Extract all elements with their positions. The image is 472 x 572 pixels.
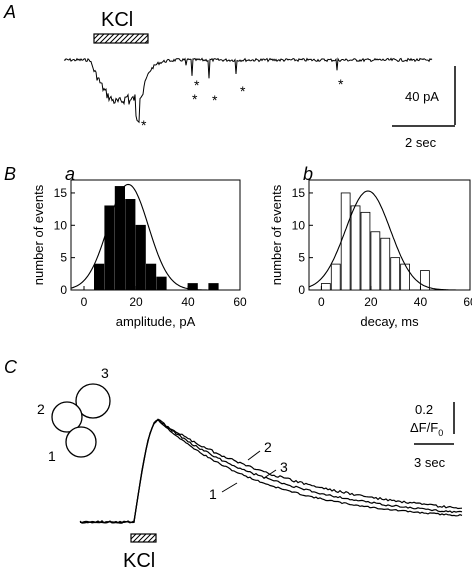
histogram-bar [350, 205, 361, 291]
event-marker-star: * [240, 83, 246, 99]
x-tick-label: 20 [129, 295, 143, 309]
kcl-hatched-bar-a [93, 33, 149, 44]
panel-b-sub-a: a [65, 164, 75, 184]
histogram-bar [380, 237, 391, 291]
y-tick-label: 15 [292, 186, 306, 200]
panel-c-label: C [4, 357, 18, 377]
scale-df-value: 0.2 [415, 402, 433, 417]
histogram-bar [340, 192, 351, 291]
histogram-bar [156, 276, 167, 291]
histogram-bar [104, 205, 115, 291]
y-tick-label: 5 [60, 251, 67, 265]
histogram-bar [330, 263, 341, 291]
y-tick-label: 0 [298, 283, 305, 297]
histogram-bar [135, 224, 146, 291]
histogram-amplitude: 0 20 40 60 0 5 10 15 amplitude, pA number of even… [31, 179, 247, 329]
trace-2-pointer [247, 450, 261, 461]
kcl-label-c: KCl [123, 550, 155, 572]
y-tick-label: 10 [292, 218, 306, 232]
histogram-bar [208, 283, 219, 291]
histogram-bar [360, 211, 371, 291]
x-tick-label: 40 [414, 295, 428, 309]
x-axis-label: amplitude, pA [116, 314, 196, 329]
event-marker-star: * [141, 117, 147, 133]
x-tick-label: 60 [463, 295, 472, 309]
x-tick-label: 40 [181, 295, 195, 309]
histogram-bar [125, 199, 136, 291]
x-tick-label: 0 [81, 295, 88, 309]
cell-3-outline [75, 383, 111, 419]
cell-1-outline [65, 426, 97, 458]
trace-label-1: 1 [209, 486, 217, 502]
trace-label-2: 2 [264, 439, 272, 455]
x-tick-label: 20 [364, 295, 378, 309]
trace-3-pointer [263, 469, 277, 479]
scale-bar-a [392, 66, 456, 127]
x-tick-label: 60 [233, 295, 247, 309]
histogram-bar [114, 186, 125, 291]
histogram-bar [400, 263, 410, 291]
gaussian-fit-line [308, 190, 470, 291]
histogram-bar [370, 231, 381, 291]
trace-1-pointer [221, 482, 238, 493]
cell-label-2: 2 [37, 401, 45, 417]
panel-a-label: A [3, 2, 16, 22]
cell-diagram [51, 383, 111, 458]
scale-df-unit: ΔF/F0 [410, 420, 443, 438]
x-tick-label: 0 [318, 295, 325, 309]
y-axis-label: number of events [31, 184, 46, 285]
kcl-hatched-bar-c [130, 533, 157, 543]
fluorescence-trace-3 [79, 418, 463, 524]
histogram-bar [420, 270, 430, 291]
histogram-bar [94, 263, 105, 291]
panel-b-label: B [4, 164, 16, 184]
y-tick-label: 15 [54, 186, 68, 200]
event-marker-star: * [212, 92, 218, 108]
panel-b-sub-b: b [303, 164, 313, 184]
histogram-bar [390, 257, 401, 291]
y-tick-label: 5 [298, 251, 305, 265]
histogram-decay: 0 20 40 60 0 5 10 15 decay, ms number of events [269, 179, 472, 329]
scale-time-label-a: 2 sec [405, 135, 437, 150]
event-marker-star: * [194, 77, 200, 93]
current-trace [63, 57, 433, 124]
cell-label-3: 3 [101, 365, 109, 381]
event-markers: *** ** * [141, 76, 344, 133]
y-axis-label: number of events [269, 184, 284, 285]
trace-label-3: 3 [280, 459, 288, 475]
gaussian-fit-line [70, 183, 240, 291]
histogram-bar [320, 283, 331, 291]
scale-time-label-c: 3 sec [414, 455, 446, 470]
scale-current-label: 40 pA [405, 89, 439, 104]
cell-label-1: 1 [48, 448, 56, 464]
y-tick-label: 10 [54, 218, 68, 232]
kcl-label-a: KCl [101, 9, 133, 31]
histogram-bar [145, 263, 157, 291]
event-marker-star: * [192, 91, 198, 107]
cell-2-outline [51, 401, 83, 433]
x-axis-label: decay, ms [360, 314, 419, 329]
y-tick-label: 0 [60, 283, 67, 297]
event-marker-star: * [338, 76, 344, 92]
